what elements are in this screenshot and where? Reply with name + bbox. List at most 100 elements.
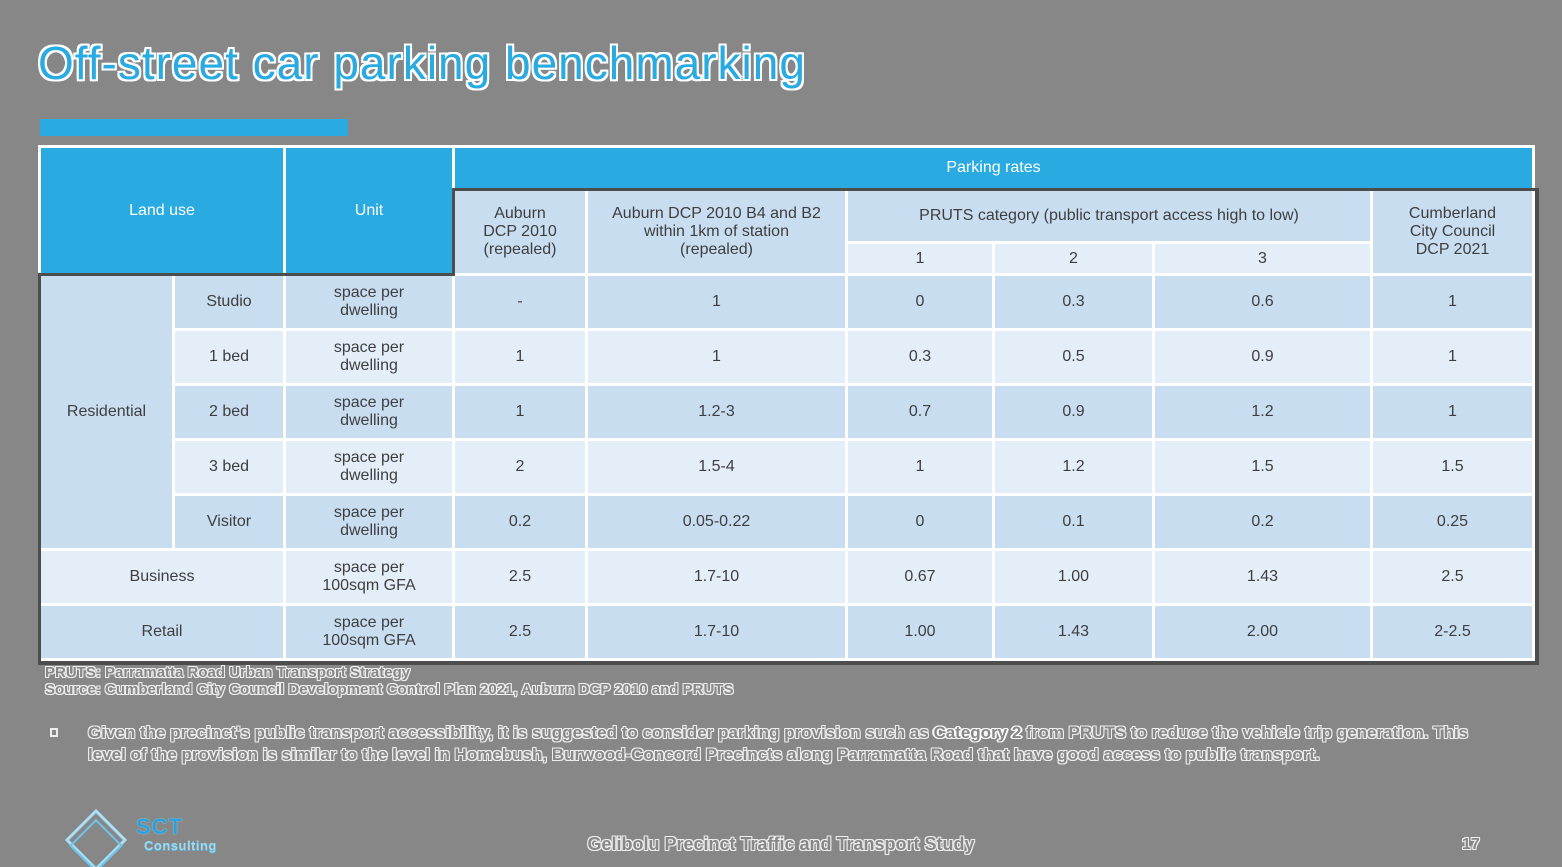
cell-cumberland: 1 [1373, 386, 1532, 438]
header-parking-rates: Parking rates [455, 148, 1532, 188]
cell-auburn-b4: 1.2-3 [588, 386, 845, 438]
header-auburn-dcp-b4-label: Auburn DCP 2010 B4 and B2 within 1km of … [612, 205, 821, 258]
cell-unit: space per dwelling [286, 441, 452, 493]
cell-type: Studio [175, 276, 283, 328]
table-header-row: Land use Unit Parking rates [41, 148, 1532, 273]
bullet-text-bold: Category 2 [933, 723, 1022, 742]
cell-pruts-1: 1.00 [848, 606, 992, 658]
table-row: Business space per 100sqm GFA 2.5 1.7-10… [41, 551, 1532, 603]
table-footnotes: PRUTS: Parramatta Road Urban Transport S… [45, 664, 733, 698]
pruts-category-row: 1 2 3 [41, 244, 1532, 273]
header-pruts-category: PRUTS category (public transport access … [848, 191, 1370, 241]
cell-auburn: 2 [455, 441, 585, 493]
cell-pruts-1: 0.3 [848, 331, 992, 383]
cell-group-business: Business [41, 551, 283, 603]
cell-cumberland: 1.5 [1373, 441, 1532, 493]
table-shadow-right [1535, 188, 1539, 661]
cell-unit-label: space per dwelling [333, 394, 405, 429]
cell-pruts-2: 1.43 [995, 606, 1152, 658]
footnote-source: Source: Cumberland City Council Developm… [45, 681, 734, 698]
header-land-use: Land use [41, 148, 283, 273]
header-auburn-dcp-label: Auburn DCP 2010 (repealed) [483, 205, 557, 258]
header-pruts-3: 3 [1155, 244, 1370, 273]
table-shadow-under-parking [455, 188, 1535, 191]
cell-pruts-2: 0.1 [995, 496, 1152, 548]
cell-group-retail: Retail [41, 606, 283, 658]
table-shadow-under-header [38, 273, 455, 276]
cell-pruts-1: 0 [848, 276, 992, 328]
cell-auburn-b4: 1.7-10 [588, 551, 845, 603]
cell-pruts-2: 0.5 [995, 331, 1152, 383]
table-shadow-left-of-auburn [452, 188, 455, 276]
cell-unit: space per 100sqm GFA [286, 551, 452, 603]
header-auburn-dcp: Auburn DCP 2010 (repealed) [455, 191, 585, 273]
cell-unit: space per dwelling [286, 496, 452, 548]
bullet-text-after: from PRUTS to reduce the vehicle trip ge… [88, 723, 1469, 764]
cell-auburn: 1 [455, 331, 585, 383]
benchmark-table: Land use Unit Parking rates Auburn DCP 2… [38, 145, 1535, 661]
cell-pruts-3: 1.43 [1155, 551, 1370, 603]
cell-auburn-b4: 1.5-4 [588, 441, 845, 493]
header-pruts-1: 1 [848, 244, 992, 273]
logo-abbr: SCT [136, 814, 183, 839]
cell-cumberland: 1 [1373, 331, 1532, 383]
cell-pruts-3: 2.00 [1155, 606, 1370, 658]
cell-type: 1 bed [175, 331, 283, 383]
cell-cumberland: 1 [1373, 276, 1532, 328]
header-auburn-dcp-b4: Auburn DCP 2010 B4 and B2 within 1km of … [588, 191, 845, 273]
cell-unit-label: space per dwelling [333, 339, 405, 374]
table-subheader-row: Auburn DCP 2010 (repealed) Auburn DCP 20… [41, 191, 1532, 273]
cell-pruts-3: 0.9 [1155, 331, 1370, 383]
cell-pruts-3: 1.5 [1155, 441, 1370, 493]
cell-pruts-2: 0.3 [995, 276, 1152, 328]
cell-unit-label: space per 100sqm GFA [322, 559, 416, 594]
cell-unit-label: space per dwelling [333, 504, 405, 539]
cell-type: 3 bed [175, 441, 283, 493]
cell-auburn: 1 [455, 386, 585, 438]
cell-pruts-1: 1 [848, 441, 992, 493]
table-row: Visitor space per dwelling 0.2 0.05-0.22… [41, 496, 1532, 548]
cell-pruts-3: 1.2 [1155, 386, 1370, 438]
logo-name: Consulting [144, 838, 217, 853]
cell-unit: space per dwelling [286, 276, 452, 328]
cell-type: 2 bed [175, 386, 283, 438]
header-pruts-2: 2 [995, 244, 1152, 273]
title-accent-bar [40, 119, 348, 136]
cell-auburn-b4: 0.05-0.22 [588, 496, 845, 548]
cell-auburn: 2.5 [455, 551, 585, 603]
page-title: Off-street car parking benchmarking [38, 37, 806, 89]
table-row: 2 bed space per dwelling 1 1.2-3 0.7 0.9… [41, 386, 1532, 438]
cell-unit-label: space per dwelling [333, 449, 405, 484]
cell-cumberland: 2.5 [1373, 551, 1532, 603]
page-number: 17 [1462, 836, 1480, 853]
bullet-item: Given the precinct's public transport ac… [45, 722, 1515, 766]
cell-cumberland: 2-2.5 [1373, 606, 1532, 658]
cell-auburn: - [455, 276, 585, 328]
cell-pruts-1: 0 [848, 496, 992, 548]
cell-cumberland: 0.25 [1373, 496, 1532, 548]
table-row: Residential Studio space per dwelling - … [41, 276, 1532, 548]
bullet-text-before: Given the precinct's public transport ac… [88, 723, 934, 742]
parking-rates-table: Land use Unit Parking rates Auburn DCP 2… [38, 145, 1543, 675]
cell-pruts-2: 0.9 [995, 386, 1152, 438]
bullet-square-icon [50, 728, 58, 737]
cell-auburn-b4: 1.7-10 [588, 606, 845, 658]
cell-unit: space per dwelling [286, 386, 452, 438]
table-row: 3 bed space per dwelling 2 1.5-4 1 1.2 1… [41, 441, 1532, 493]
table-row: 1 bed space per dwelling 1 1 0.3 0.5 0.9… [41, 331, 1532, 383]
cell-pruts-3: 0.2 [1155, 496, 1370, 548]
cell-pruts-1: 0.67 [848, 551, 992, 603]
logo-text: SCT Consulting [136, 814, 296, 853]
cell-pruts-2: 1.00 [995, 551, 1152, 603]
cell-group-residential: Residential [41, 276, 172, 548]
cell-auburn-b4: 1 [588, 276, 845, 328]
footer-title: Gelibolu Precinct Traffic and Transport … [587, 834, 975, 854]
bullet-text: Given the precinct's public transport ac… [88, 722, 1498, 766]
cell-auburn-b4: 1 [588, 331, 845, 383]
table-row: Retail space per 100sqm GFA 2.5 1.7-10 1… [41, 606, 1532, 658]
cell-unit: space per dwelling [286, 331, 452, 383]
cell-auburn: 0.2 [455, 496, 585, 548]
table-shadow-left [38, 276, 41, 661]
cell-pruts-1: 0.7 [848, 386, 992, 438]
